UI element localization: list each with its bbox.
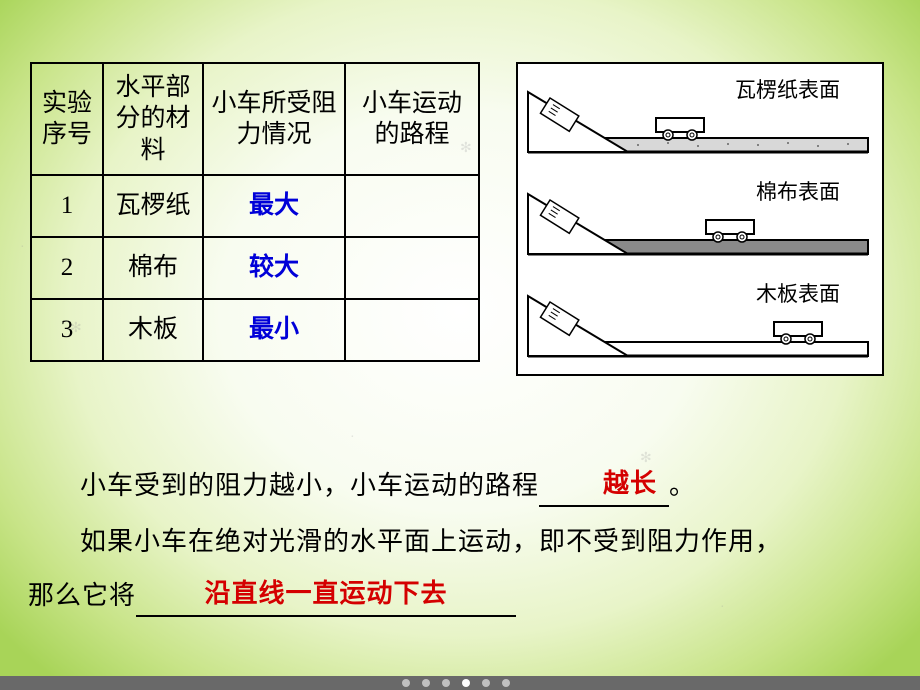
page-dot [402, 679, 410, 687]
cell-material: 木板 [103, 299, 203, 361]
paragraph-1: 小车受到的阻力越小，小车运动的路程 越长。 [28, 466, 888, 507]
cell-seq: 3 [31, 299, 103, 361]
cell-resistance: 最大 [203, 175, 345, 237]
cell-seq: 1 [31, 175, 103, 237]
diagram-row-1: 瓦楞纸表面 [518, 74, 882, 164]
text-1b: 。 [669, 471, 696, 500]
page-dot-active [462, 679, 470, 687]
diagram-label-3: 木板表面 [756, 278, 840, 308]
cell-material: 棉布 [103, 237, 203, 299]
cell-distance [345, 237, 479, 299]
table-row: 3 木板 最小 [31, 299, 479, 361]
answer-2: 沿直线一直运动下去 [205, 578, 448, 608]
diagram-row-3: 木板表面 [518, 278, 882, 368]
th-distance: 小车运动的路程 [345, 63, 479, 175]
th-seq: 实验序号 [31, 63, 103, 175]
text-1a: 小车受到的阻力越小，小车运动的路程 [80, 471, 539, 500]
text-3a: 那么它将 [28, 581, 136, 610]
cell-distance [345, 299, 479, 361]
diagram-label-1: 瓦楞纸表面 [735, 74, 840, 104]
cell-material: 瓦椤纸 [103, 175, 203, 237]
diagram-row-2: 棉布表面 [518, 176, 882, 266]
pagination-bar [0, 676, 920, 690]
cell-distance [345, 175, 479, 237]
cell-resistance: 较大 [203, 237, 345, 299]
answer-1: 越长 [603, 468, 657, 498]
table-row: 2 棉布 较大 [31, 237, 479, 299]
page-dot [442, 679, 450, 687]
cell-resistance: 最小 [203, 299, 345, 361]
paragraph-3: 那么它将 沿直线一直运动下去 [28, 576, 898, 617]
cell-seq: 2 [31, 237, 103, 299]
diagram-label-2: 棉布表面 [756, 176, 840, 206]
paragraph-2: 如果小车在绝对光滑的水平面上运动，即不受到阻力作用， [28, 522, 898, 561]
page-dot [482, 679, 490, 687]
diagram-panel: 瓦楞纸表面 [516, 62, 884, 376]
th-resistance: 小车所受阻力情况 [203, 63, 345, 175]
th-material: 水平部分的材料 [103, 63, 203, 175]
page-dot [422, 679, 430, 687]
text-2: 如果小车在绝对光滑的水平面上运动，即不受到阻力作用， [80, 527, 782, 556]
page-dot [502, 679, 510, 687]
experiment-table: 实验序号 水平部分的材料 小车所受阻力情况 小车运动的路程 1 瓦椤纸 最大 2… [30, 62, 480, 362]
table-row: 1 瓦椤纸 最大 [31, 175, 479, 237]
